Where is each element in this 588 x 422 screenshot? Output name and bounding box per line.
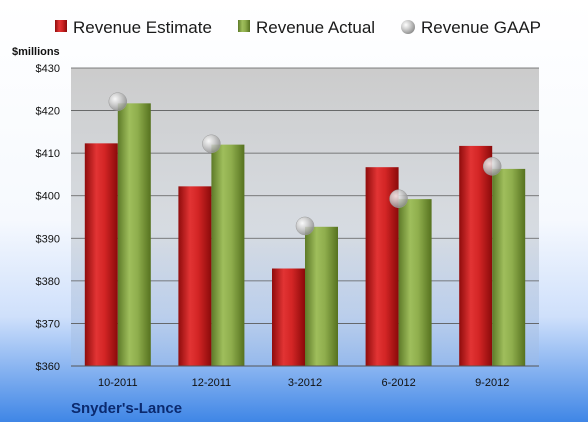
y-axis-tick-labels: $430 $420 $410 $400 $390 $380 $370 $360 bbox=[36, 63, 60, 373]
y-tick-label: $430 bbox=[36, 63, 60, 75]
marker-revenue-gaap bbox=[295, 216, 315, 236]
legend-label-gaap: Revenue GAAP bbox=[421, 18, 541, 37]
bar-revenue-estimate bbox=[272, 268, 305, 366]
x-tick-label: 10-2011 bbox=[98, 377, 138, 389]
y-tick-label: $390 bbox=[36, 233, 60, 245]
legend-item-revenue-estimate: Revenue Estimate bbox=[55, 18, 212, 37]
legend-label-estimate: Revenue Estimate bbox=[73, 18, 212, 37]
y-tick-label: $400 bbox=[36, 191, 60, 203]
y-tick-label: $380 bbox=[36, 276, 60, 288]
marker-revenue-gaap bbox=[389, 189, 408, 208]
legend: Revenue Estimate Revenue Actual Revenue … bbox=[55, 18, 541, 37]
company-name: Snyder's-Lance bbox=[71, 400, 182, 417]
y-tick-label: $420 bbox=[36, 106, 60, 118]
legend-item-revenue-actual: Revenue Actual bbox=[238, 18, 375, 37]
marker-revenue-gaap bbox=[108, 92, 128, 111]
gaap-markers bbox=[108, 92, 502, 236]
y-tick-label: $370 bbox=[36, 318, 60, 330]
bar-revenue-actual bbox=[211, 144, 245, 366]
y-axis-unit-label: $millions bbox=[12, 46, 60, 58]
bar-revenue-actual bbox=[492, 168, 526, 366]
legend-swatch-actual bbox=[238, 20, 250, 32]
x-tick-label: 12-2011 bbox=[192, 377, 232, 389]
marker-revenue-gaap bbox=[482, 157, 502, 176]
legend-swatch-gaap bbox=[401, 20, 415, 34]
marker-revenue-gaap bbox=[202, 134, 221, 154]
bar-revenue-estimate bbox=[84, 143, 118, 366]
x-axis-tick-labels: 10-2011 12-2011 3-2012 6-2012 9-2012 bbox=[98, 377, 509, 389]
bars bbox=[84, 103, 526, 366]
x-tick-label: 6-2012 bbox=[381, 377, 415, 389]
legend-swatch-estimate bbox=[55, 20, 67, 32]
y-tick-label: $360 bbox=[36, 361, 60, 373]
bar-revenue-estimate bbox=[178, 186, 212, 366]
bar-revenue-estimate bbox=[459, 145, 493, 366]
y-tick-label: $410 bbox=[36, 148, 60, 160]
legend-item-revenue-gaap: Revenue GAAP bbox=[401, 18, 541, 37]
legend-label-actual: Revenue Actual bbox=[256, 18, 375, 37]
bar-revenue-actual bbox=[305, 226, 338, 366]
x-tick-label: 3-2012 bbox=[288, 377, 322, 389]
bar-revenue-actual bbox=[398, 199, 432, 366]
bar-revenue-actual bbox=[117, 103, 151, 366]
x-tick-label: 9-2012 bbox=[475, 377, 509, 389]
